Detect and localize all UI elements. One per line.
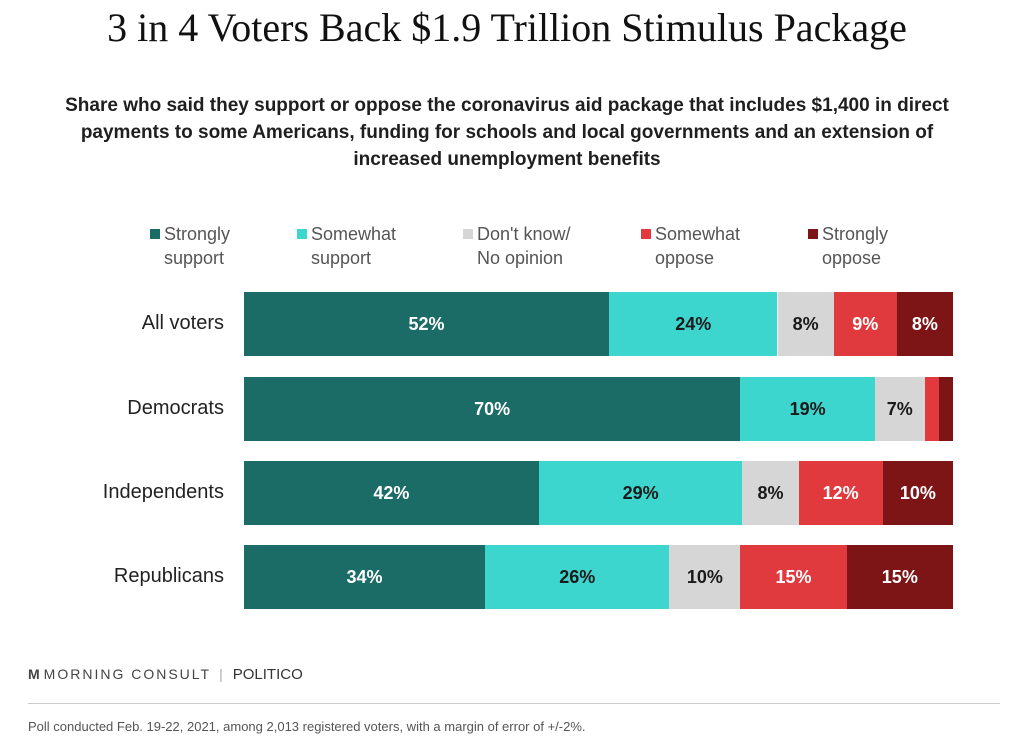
footer-divider <box>28 703 1000 704</box>
legend: Strongly support Somewhat support Don't kn… <box>150 222 950 272</box>
data-label: 7% <box>886 399 913 419</box>
legend-swatch <box>150 229 160 239</box>
row-label: Democrats <box>127 397 224 419</box>
chart-title: 3 in 4 Voters Back $1.9 Trillion Stimulu… <box>107 5 907 50</box>
data-label: 26% <box>559 567 596 587</box>
bar-segment <box>924 377 939 441</box>
data-label: 70% <box>474 399 511 419</box>
data-label: 12% <box>822 483 859 503</box>
bar-segment <box>244 545 486 609</box>
legend-label: Don't know/ No opinion <box>477 224 571 268</box>
bar-segment <box>896 292 953 356</box>
legend-label: Somewhat support <box>311 224 397 268</box>
legend-label: Somewhat oppose <box>655 224 741 268</box>
legend-swatch <box>808 229 818 239</box>
bar-segment <box>485 545 670 609</box>
data-label: 19% <box>789 399 826 419</box>
legend-item: Don't know/ No opinion <box>463 222 570 270</box>
data-label: 9% <box>852 314 879 334</box>
bar-segment <box>846 545 953 609</box>
bar-segment <box>882 461 953 525</box>
bar-segment <box>833 292 897 356</box>
row-label: Republicans <box>113 565 224 587</box>
data-label: 10% <box>899 483 936 503</box>
politico-logo: POLITICO <box>232 666 303 683</box>
bar-segment <box>244 377 741 441</box>
legend-item: Strongly support <box>150 222 230 270</box>
data-label: 8% <box>792 314 819 334</box>
legend-swatch <box>297 229 307 239</box>
bar-segment <box>798 461 883 525</box>
footnote: Poll conducted Feb. 19-22, 2021, among 2… <box>28 719 586 734</box>
data-label: 24% <box>675 314 712 334</box>
bar-segment <box>875 377 925 441</box>
data-label: 34% <box>346 567 383 587</box>
legend-item: Somewhat support <box>297 222 396 270</box>
bar-segment <box>740 377 875 441</box>
data-label: 15% <box>881 567 918 587</box>
bar-segment <box>609 292 778 356</box>
bar-segment <box>244 292 610 356</box>
legend-item: Strongly oppose <box>808 222 888 270</box>
chart-subtitle: Share who said they support or oppose th… <box>65 95 949 170</box>
data-label: 10% <box>686 567 723 587</box>
data-label: 29% <box>622 483 659 503</box>
bar-segment <box>742 461 799 525</box>
morning-consult-logo: M MORNING CONSULT | POLITICO <box>28 666 303 683</box>
legend-item: Somewhat oppose <box>641 222 740 270</box>
data-label: 42% <box>373 483 410 503</box>
data-label: 8% <box>911 314 938 334</box>
legend-swatch <box>641 229 651 239</box>
bar-segment <box>538 461 743 525</box>
data-label: 8% <box>757 483 784 503</box>
data-label: 52% <box>408 314 445 334</box>
logo-mark: M <box>28 666 40 682</box>
legend-label: Strongly oppose <box>822 224 889 268</box>
legend-swatch <box>463 229 473 239</box>
row-label: Independents <box>102 481 224 503</box>
bar-area: 52% 24% 8% 9% 8% 70% 19% 7% 42% 29% 8% 12% 10% 34% 26%… <box>244 0 953 755</box>
row-label: All voters <box>141 312 224 334</box>
legend-label: Strongly support <box>164 224 231 268</box>
bar-segment <box>740 545 847 609</box>
bar-segment <box>244 461 539 525</box>
bar-segment <box>669 545 741 609</box>
data-label: 15% <box>775 567 812 587</box>
bar-segment <box>777 292 834 356</box>
bar-segment <box>938 377 953 441</box>
logo-text: MORNING CONSULT <box>43 666 212 682</box>
